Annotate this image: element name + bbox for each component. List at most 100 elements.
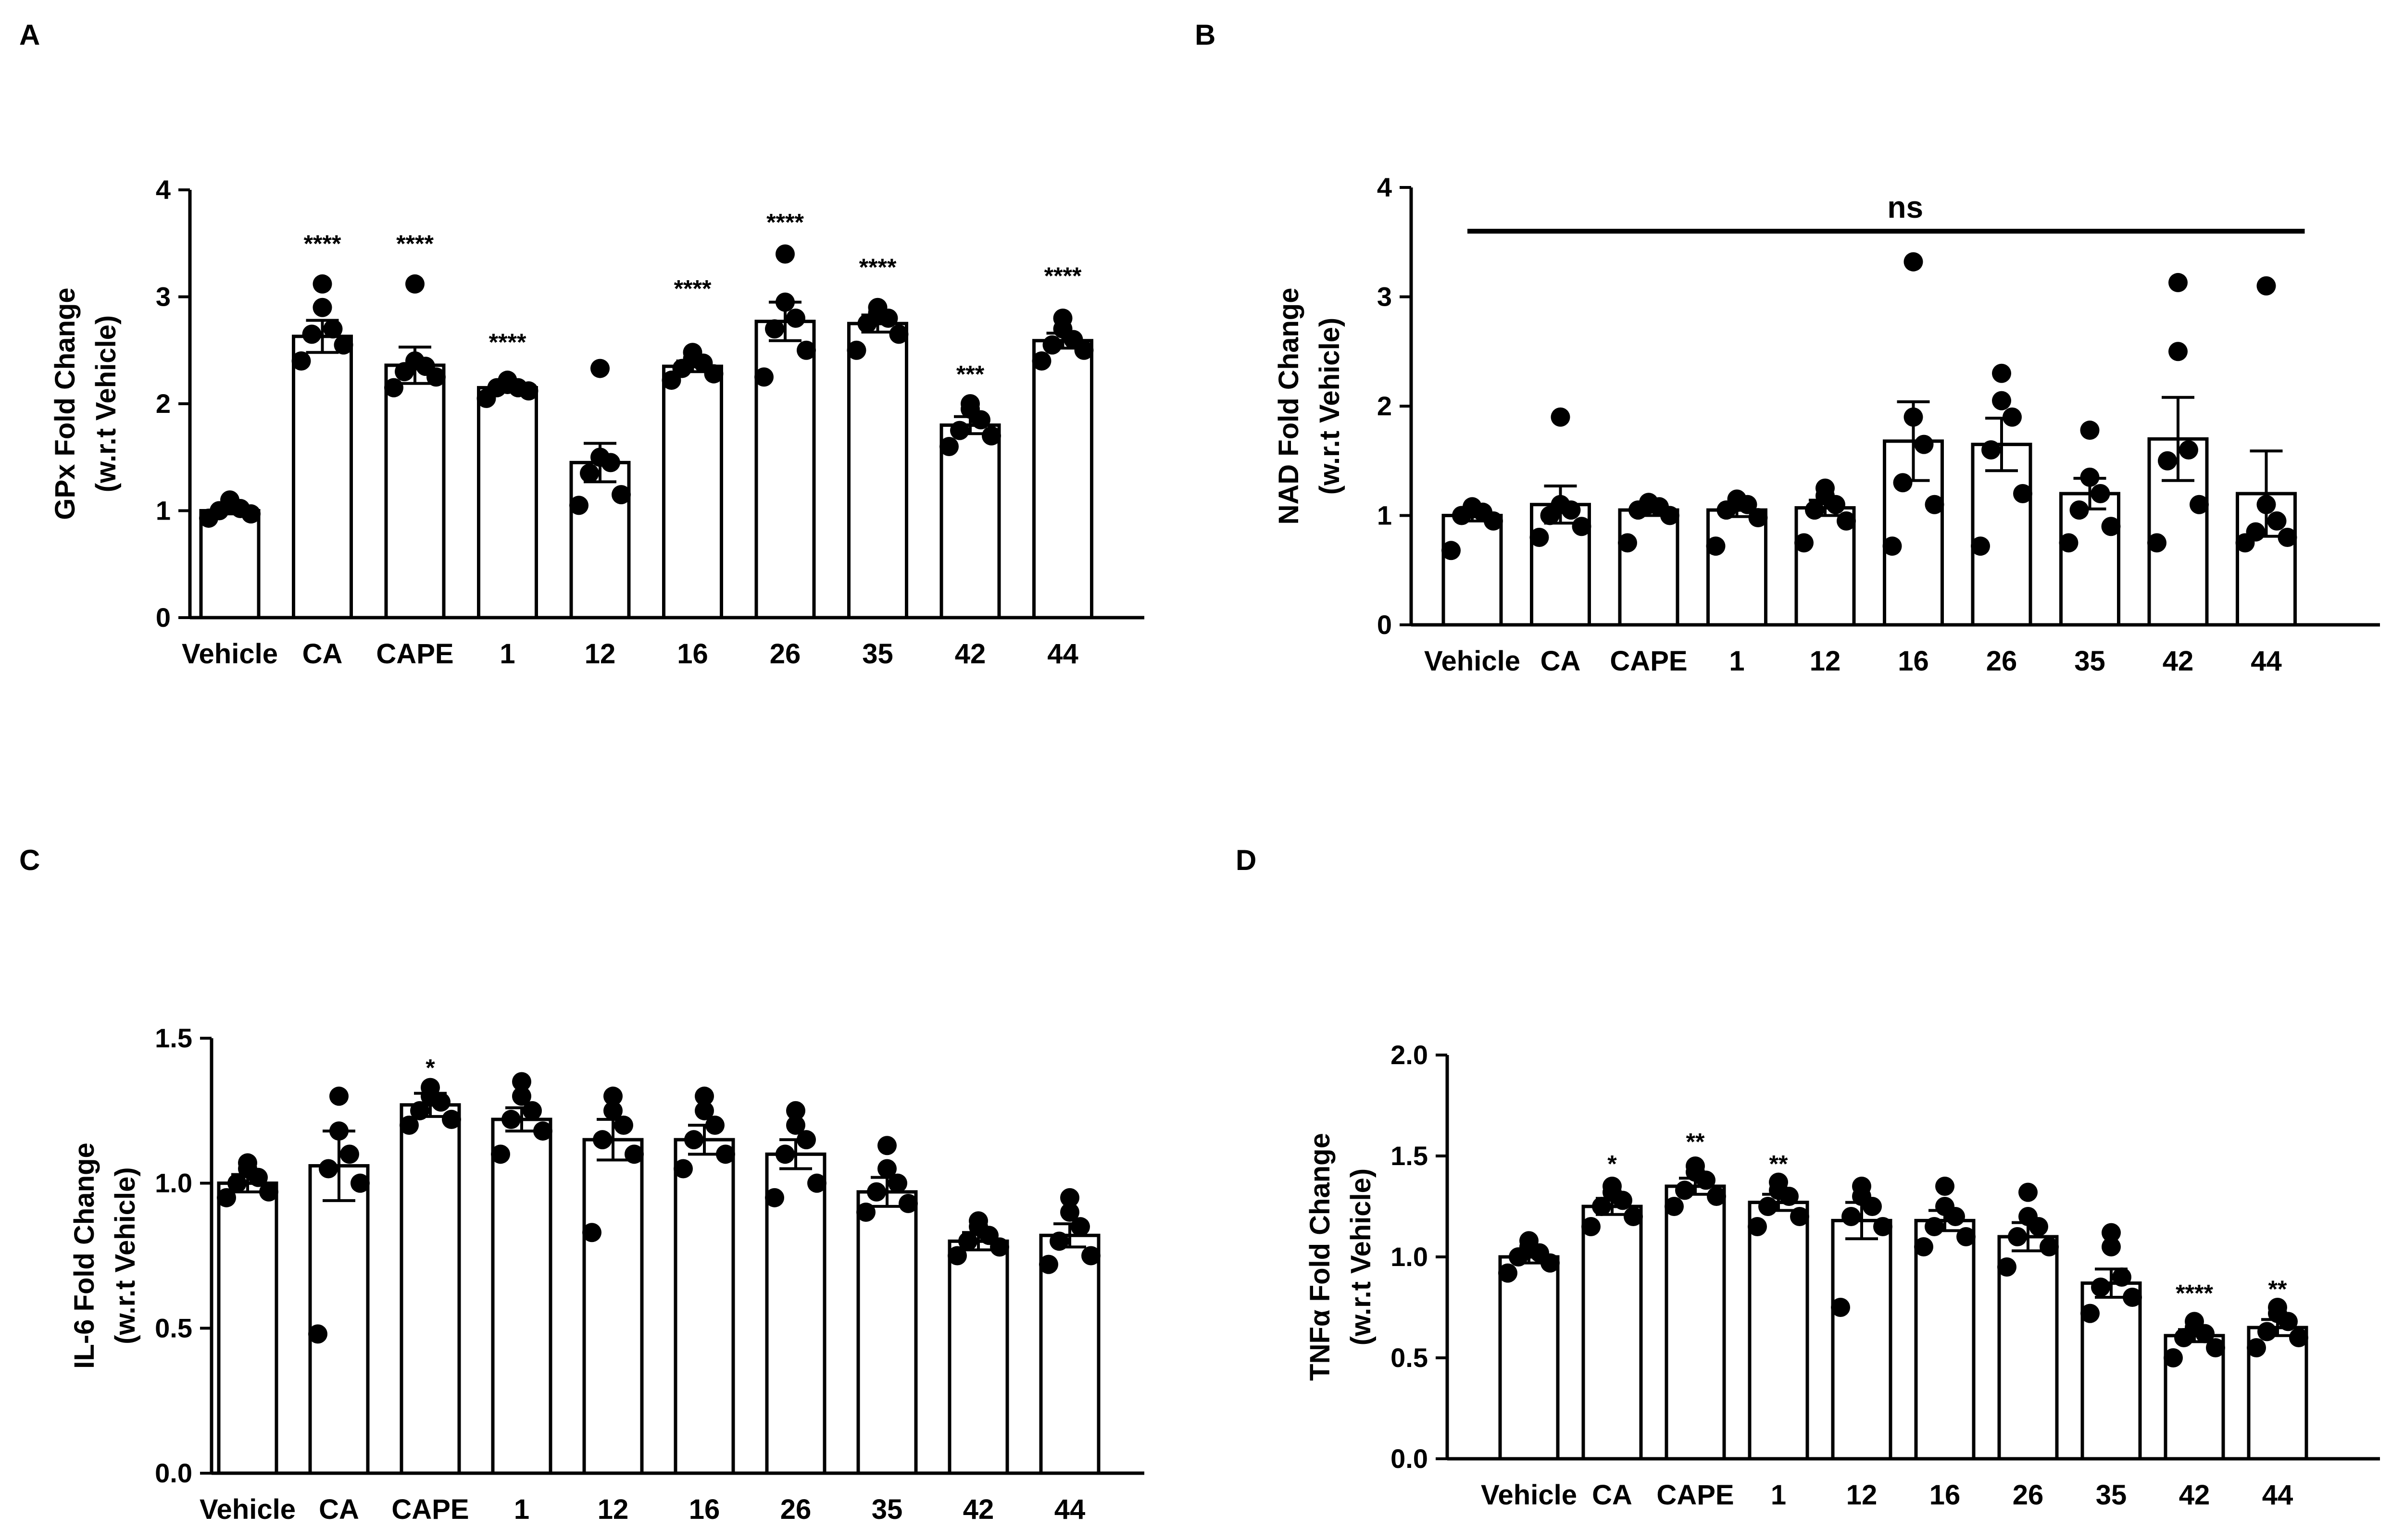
tnfa-bar-2 xyxy=(1665,1184,1726,1461)
il6-data-point xyxy=(512,1072,531,1092)
tnfa-data-point xyxy=(1831,1298,1850,1317)
il6-data-point xyxy=(1081,1246,1101,1266)
il6-x-tick-label: 12 xyxy=(598,1494,629,1525)
il6-bar-3 xyxy=(491,1118,552,1475)
nad-x-tick-label: 12 xyxy=(1810,646,1841,677)
tnfa-x-tick-label: 16 xyxy=(1929,1479,1961,1511)
tnfa-x-tick-label: CA xyxy=(1592,1479,1632,1511)
il6-x-tick-label: 44 xyxy=(1054,1494,1086,1525)
gpx-data-point xyxy=(1032,351,1052,371)
gpx-y-tick-label: 1 xyxy=(156,496,171,526)
nad-data-point xyxy=(1805,500,1824,520)
il6-data-point xyxy=(227,1173,247,1193)
tnfa-x-tick-label: 26 xyxy=(2013,1479,2044,1511)
nad-data-point xyxy=(1971,536,1990,556)
gpx-x-tick-label: CAPE xyxy=(376,638,453,670)
tnfa-data-point xyxy=(1852,1177,1871,1196)
gpx-bar-9 xyxy=(1032,339,1093,620)
tnfa-data-point xyxy=(2185,1312,2204,1331)
gpx-significance-label: **** xyxy=(396,230,434,257)
tnfa-data-point xyxy=(2268,1298,2287,1317)
nad-y-tick-label: 1 xyxy=(1377,500,1392,531)
nad-data-point xyxy=(2168,273,2188,292)
nad-data-point xyxy=(2190,495,2209,514)
il6-bar-8 xyxy=(948,1239,1009,1475)
il6-data-point xyxy=(501,1109,521,1129)
gpx-significance-label: **** xyxy=(859,254,897,281)
il6-data-point xyxy=(593,1130,612,1150)
il6-data-point xyxy=(877,1159,897,1179)
nad-data-point xyxy=(1727,489,1747,509)
tnfa-x-tick-label: 12 xyxy=(1846,1479,1878,1511)
tnfa-data-point xyxy=(2018,1207,2038,1226)
il6-data-point xyxy=(695,1101,714,1120)
il6-x-tick-label: CA xyxy=(319,1494,359,1525)
nad-x-tick-label: 35 xyxy=(2074,646,2105,677)
nad-data-point xyxy=(1529,528,1549,547)
gpx-data-point xyxy=(776,244,795,264)
gpx-data-point xyxy=(220,490,239,510)
nad-x-tick-label: CAPE xyxy=(1610,646,1687,677)
gpx-significance-label: *** xyxy=(956,361,985,388)
nad-data-point xyxy=(1925,495,1944,514)
nad-data-point xyxy=(1882,536,1902,556)
il6-y-tick-label: 1.5 xyxy=(155,1023,192,1053)
nad-data-point xyxy=(2246,522,2266,542)
tnfa-data-point xyxy=(1997,1257,2016,1277)
gpx-data-point xyxy=(612,485,631,505)
tnfa-data-point xyxy=(1592,1197,1611,1216)
il6-data-point xyxy=(582,1223,601,1242)
tnfa-y-tick-label: 1.5 xyxy=(1390,1141,1428,1171)
nad-data-point xyxy=(1992,363,2011,383)
gpx-bar-3 xyxy=(477,386,538,620)
il6-data-point xyxy=(308,1324,327,1344)
gpx-data-point xyxy=(334,335,353,355)
il6-data-point xyxy=(716,1144,735,1164)
gpx-y-tick-label: 0 xyxy=(156,602,171,633)
panel-letter-a: A xyxy=(19,19,40,51)
gpx-y-tick-label: 4 xyxy=(156,174,171,205)
nad-bar-2 xyxy=(1618,508,1679,627)
nad-data-point xyxy=(2101,517,2121,536)
nad-x-tick-label: 26 xyxy=(1986,646,2017,677)
il6-bar-9 xyxy=(1039,1233,1101,1475)
nad-data-point xyxy=(1893,473,1913,493)
nad-data-point xyxy=(2080,467,2100,487)
nad-x-tick-label: 44 xyxy=(2251,646,2282,677)
il6-x-tick-label: 42 xyxy=(963,1494,994,1525)
il6-data-point xyxy=(684,1130,703,1150)
tnfa-data-point xyxy=(1707,1187,1726,1206)
panel-letter-c: C xyxy=(19,844,40,876)
tnfa-data-point xyxy=(2008,1227,2027,1246)
tnfa-significance-label: * xyxy=(1607,1151,1617,1178)
il6-x-tick-label: 1 xyxy=(514,1494,529,1525)
tnfa-x-tick-label: 44 xyxy=(2262,1479,2293,1511)
il6-data-point xyxy=(1060,1203,1079,1222)
tnfa-data-point xyxy=(1519,1231,1539,1251)
gpx-data-point xyxy=(384,378,403,397)
tnfa-data-point xyxy=(2257,1322,2277,1341)
il6-data-point xyxy=(776,1144,795,1164)
tnfa-significance-label: ** xyxy=(1686,1128,1705,1155)
nad-data-point xyxy=(2091,484,2110,503)
nad-data-point xyxy=(2059,533,2078,553)
gpx-y-tick-label: 2 xyxy=(156,388,171,419)
nad-data-point xyxy=(2256,276,2276,296)
gpx-x-tick-label: 35 xyxy=(862,638,893,670)
gpx-bar-1 xyxy=(292,335,353,620)
gpx-data-point xyxy=(797,340,816,360)
il6-data-point xyxy=(238,1153,257,1173)
nad-x-tick-label: CA xyxy=(1540,646,1581,677)
gpx-data-point xyxy=(868,298,888,317)
il6-data-point xyxy=(491,1144,510,1164)
il6-data-point xyxy=(899,1193,918,1213)
tnfa-data-point xyxy=(1748,1217,1767,1236)
gpx-data-point xyxy=(313,274,332,294)
nad-data-point xyxy=(2069,500,2089,520)
nad-data-point xyxy=(1837,511,1856,531)
nad-data-point xyxy=(1706,536,1726,556)
il6-x-tick-label: CAPE xyxy=(391,1494,469,1525)
tnfa-data-point xyxy=(1665,1197,1684,1216)
gpx-data-point xyxy=(291,351,311,371)
nad-data-point xyxy=(2003,407,2022,427)
